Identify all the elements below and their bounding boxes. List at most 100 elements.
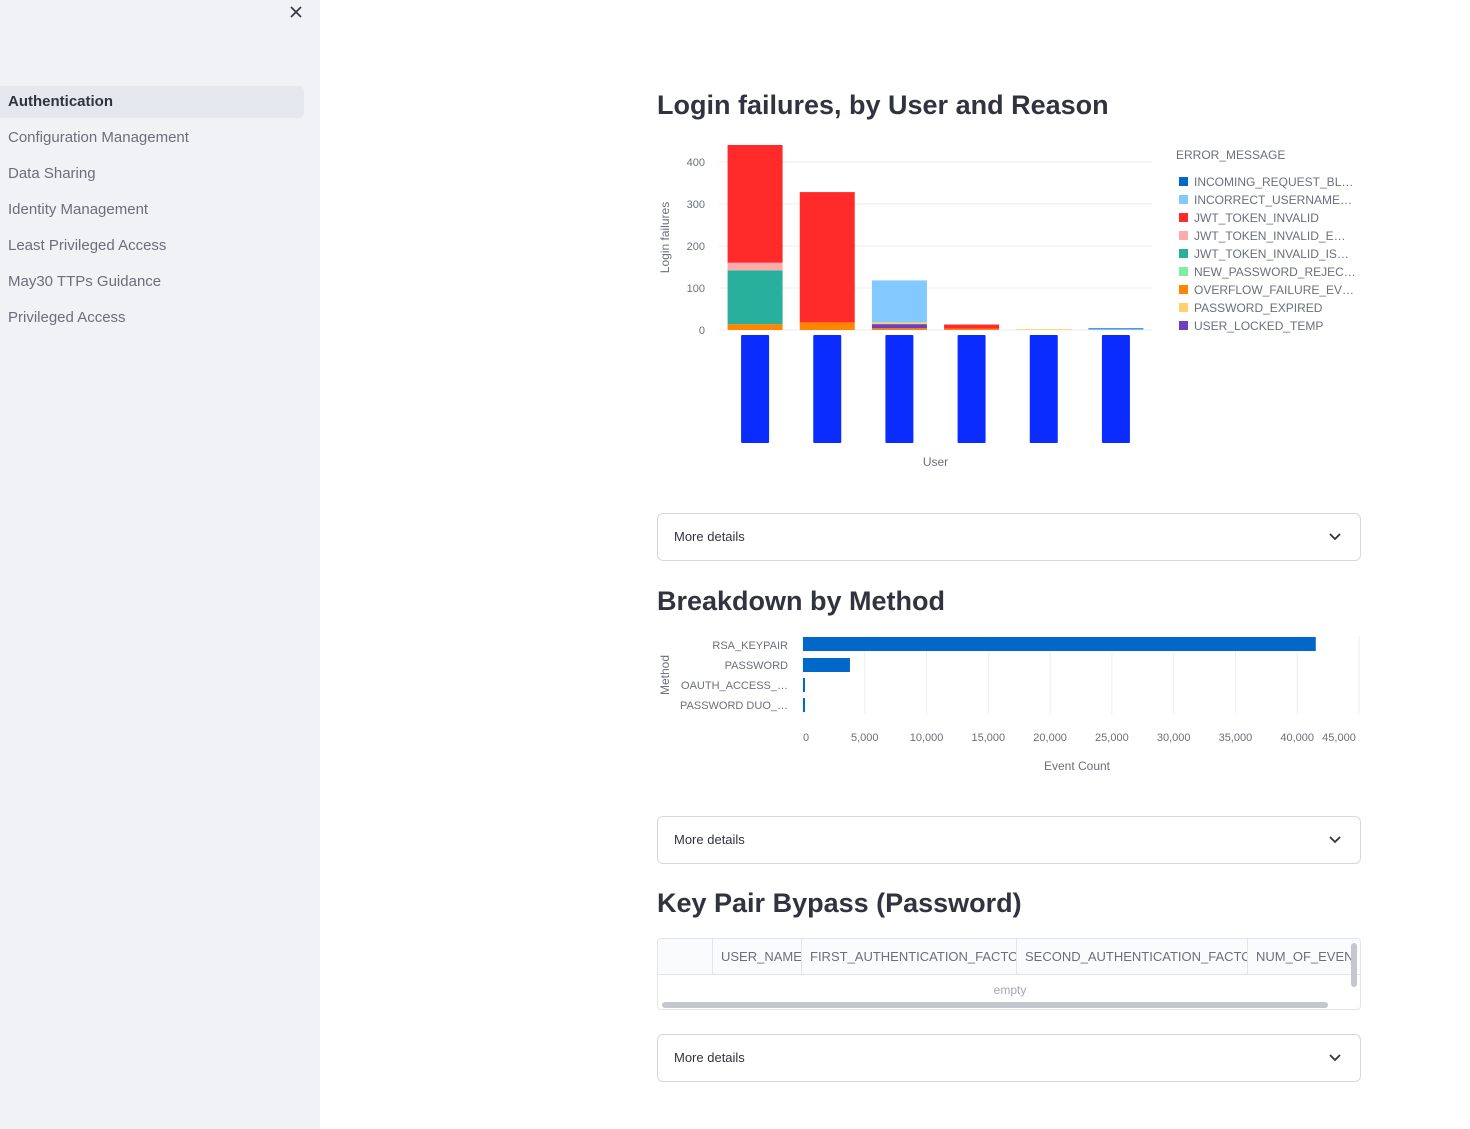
bar-segment — [727, 145, 783, 263]
bar — [803, 658, 850, 672]
bar-segment — [799, 192, 855, 323]
bar — [803, 637, 1316, 651]
legend-swatch — [1179, 177, 1188, 186]
bar-segment — [1088, 328, 1144, 330]
sidebar-item-identity-management[interactable]: Identity Management — [8, 201, 149, 218]
y-tick-label: PASSWORD DUO_… — [680, 700, 788, 712]
x-tick-label: 35,000 — [1219, 732, 1253, 744]
redacted-x-tick-label — [813, 335, 842, 443]
login-failures-chart: 0 100 200 300 400 Login failures User ERROR_MES… — [658, 145, 1356, 469]
close-icon[interactable] — [284, 0, 308, 24]
legend-title: ERROR_MESSAGE — [1176, 148, 1285, 162]
legend-swatch — [1179, 231, 1188, 240]
legend-label: OVERFLOW_FAILURE_EV… — [1194, 283, 1354, 297]
legend-label: USER_LOCKED_TEMP — [1194, 319, 1323, 333]
sidebar-item-privileged-access[interactable]: Privileged Access — [8, 309, 126, 326]
redacted-x-tick-label — [885, 335, 914, 443]
bar-segment — [871, 328, 927, 330]
table-empty-text: empty — [993, 983, 1027, 997]
legend-swatch — [1179, 285, 1188, 294]
key-pair-more-details-expander[interactable]: More details — [657, 1034, 1361, 1082]
x-tick-label: 30,000 — [1157, 732, 1191, 744]
legend-swatch — [1179, 321, 1188, 330]
bar-segment — [871, 322, 927, 325]
x-axis-label: User — [923, 455, 948, 469]
table-horizontal-scrollbar[interactable] — [662, 1002, 1328, 1008]
bar-segment — [727, 324, 783, 330]
redacted-x-tick-label — [1101, 335, 1130, 443]
chevron-down-icon — [1329, 836, 1341, 844]
login-failures-title: Login failures, by User and Reason — [657, 90, 1109, 120]
legend-label: JWT_TOKEN_INVALID_E… — [1194, 229, 1346, 243]
bar-segment — [871, 324, 927, 329]
redacted-x-tick-label — [1029, 335, 1058, 443]
breakdown-by-method-title: Breakdown by Method — [657, 586, 946, 616]
x-tick-label: 45,000 — [1322, 732, 1356, 744]
table-header: USER_NAME FIRST_AUTHENTICATION_FACTOR SE… — [658, 939, 1360, 975]
bar-segment — [727, 270, 783, 325]
sidebar-item-may30-ttps-guidance[interactable]: May30 TTPs Guidance — [8, 273, 162, 290]
y-tick-label: 0 — [699, 325, 705, 337]
y-axis-label: Method — [658, 655, 672, 695]
redacted-x-tick-label — [957, 335, 986, 443]
bar-segment — [944, 324, 1000, 329]
bar-segment — [1088, 329, 1144, 330]
y-tick-label: PASSWORD — [725, 660, 788, 672]
x-tick-label: 20,000 — [1033, 732, 1067, 744]
x-tick-label: 0 — [803, 732, 809, 744]
chevron-down-icon — [1329, 1054, 1341, 1062]
bar-segment — [944, 328, 1000, 330]
legend-swatch — [1179, 249, 1188, 258]
x-tick-label: 10,000 — [910, 732, 944, 744]
y-tick-label: 200 — [687, 241, 705, 253]
legend-label: PASSWORD_EXPIRED — [1194, 301, 1323, 315]
table-header-index — [658, 939, 713, 975]
legend-swatch — [1179, 303, 1188, 312]
key-pair-bypass-title: Key Pair Bypass (Password) — [657, 888, 1022, 918]
key-pair-bypass-table[interactable]: USER_NAME FIRST_AUTHENTICATION_FACTOR SE… — [657, 938, 1361, 1010]
bar-segment — [727, 262, 783, 271]
table-header-user-name[interactable]: USER_NAME — [713, 939, 802, 975]
legend-label: INCORRECT_USERNAME… — [1194, 193, 1352, 207]
sidebar-item-data-sharing[interactable]: Data Sharing — [8, 165, 96, 182]
sidebar-item-authentication[interactable]: Authentication — [0, 86, 304, 118]
y-tick-label: 100 — [687, 283, 705, 295]
bar-segment — [799, 322, 855, 330]
login-failures-more-details-expander[interactable]: More details — [657, 513, 1361, 561]
bar-segment — [871, 280, 927, 323]
x-tick-label: 5,000 — [851, 732, 879, 744]
sidebar: Authentication Configuration Management … — [0, 0, 320, 1129]
legend-label: INCOMING_REQUEST_BL… — [1194, 175, 1353, 189]
redacted-x-tick-label — [741, 335, 770, 443]
method-chart: 0 5,000 10,000 15,000 20,000 25,000 30,000 35,0… — [658, 636, 1360, 773]
bar — [803, 678, 805, 692]
method-more-details-expander[interactable]: More details — [657, 816, 1361, 864]
table-header-first-auth-factor[interactable]: FIRST_AUTHENTICATION_FACTOR — [802, 939, 1017, 975]
bar-segment — [1016, 329, 1072, 330]
chevron-down-icon — [1329, 533, 1341, 541]
legend-swatch — [1179, 195, 1188, 204]
y-tick-label: 300 — [687, 199, 705, 211]
legend-label: JWT_TOKEN_INVALID_IS… — [1194, 247, 1349, 261]
y-tick-label: 400 — [687, 157, 705, 169]
sidebar-item-configuration-management[interactable]: Configuration Management — [8, 129, 189, 146]
expander-label: More details — [674, 1050, 745, 1065]
x-tick-label: 25,000 — [1095, 732, 1129, 744]
legend-swatch — [1179, 213, 1188, 222]
x-axis-label: Event Count — [1044, 759, 1111, 773]
table-vertical-scrollbar[interactable] — [1351, 943, 1357, 987]
legend-swatch — [1179, 267, 1188, 276]
expander-label: More details — [674, 529, 745, 544]
expander-label: More details — [674, 832, 745, 847]
bar — [803, 698, 805, 712]
legend-label: NEW_PASSWORD_REJEC… — [1194, 265, 1356, 279]
x-tick-label: 40,000 — [1280, 732, 1314, 744]
sidebar-item-least-privileged-access[interactable]: Least Privileged Access — [8, 237, 167, 254]
sidebar-nav: Authentication Configuration Management … — [0, 86, 304, 338]
table-header-num-of-events[interactable]: NUM_OF_EVENTS — [1256, 949, 1352, 964]
x-tick-label: 15,000 — [972, 732, 1006, 744]
y-tick-label: OAUTH_ACCESS_… — [681, 680, 788, 692]
y-axis-label: Login failures — [658, 202, 672, 273]
table-header-second-auth-factor[interactable]: SECOND_AUTHENTICATION_FACTOR — [1017, 939, 1248, 975]
y-tick-label: RSA_KEYPAIR — [712, 640, 788, 652]
